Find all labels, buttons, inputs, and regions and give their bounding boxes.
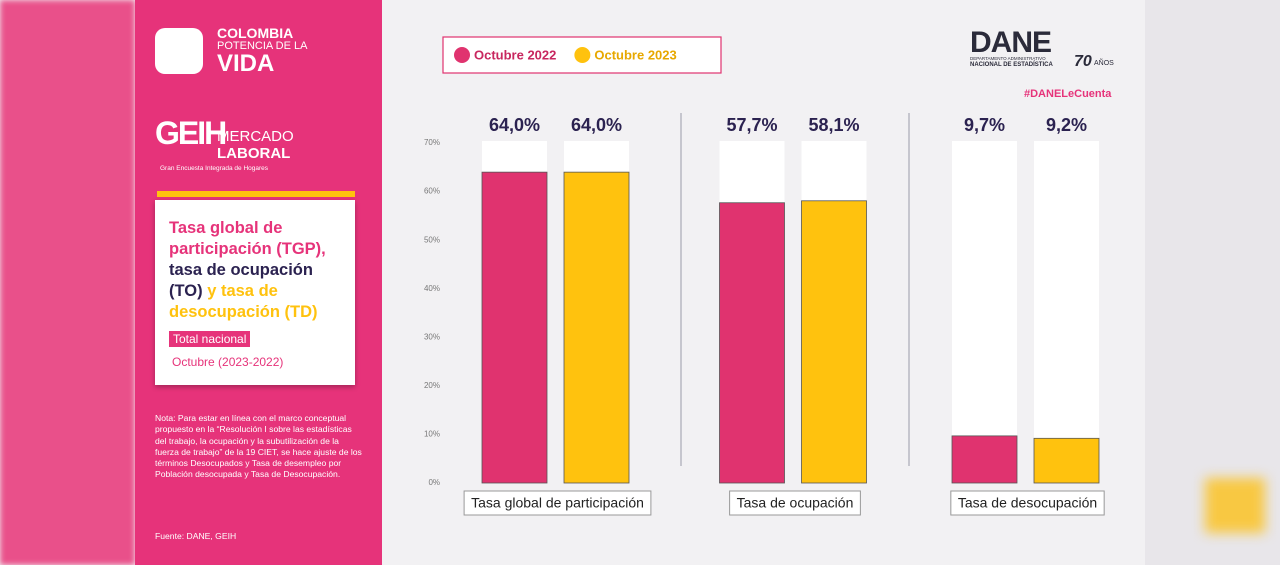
bar (719, 202, 785, 484)
title-part: Tasa global de participación (TGP), (169, 219, 326, 258)
country-line: POTENCIA DE LA (217, 40, 308, 52)
card-accent (157, 191, 355, 197)
y-tick-label: 20% (424, 381, 440, 390)
category-box (463, 490, 652, 516)
dane-logo: DANE (970, 26, 1052, 59)
category-box (950, 490, 1105, 516)
x-tick-label: Tasa global de participación (471, 495, 644, 511)
bar (801, 200, 867, 484)
geih-line: LABORAL (217, 145, 291, 162)
y-tick-label: 70% (424, 138, 440, 147)
y-tick-label: 10% (424, 430, 440, 439)
source: Fuente: DANE, GEIH (155, 531, 237, 541)
bar (951, 435, 1018, 484)
y-tick-label: 50% (424, 235, 440, 244)
geih-logo: GEIH (155, 115, 227, 151)
dane-line: DEPARTAMENTO ADMINISTRATIVO (970, 56, 1046, 61)
card: Tasa global de participación (TGP), tasa… (155, 200, 355, 385)
value-label: 58,1% (808, 115, 859, 135)
bar-track (952, 141, 1017, 483)
country-line: VIDA (217, 50, 275, 77)
x-tick-label: Tasa de desocupación (958, 495, 1097, 511)
y-tick-label: 30% (424, 332, 440, 341)
y-tick-label: 60% (424, 187, 440, 196)
blurred-right (1145, 0, 1280, 565)
y-tick-label: 0% (428, 478, 440, 487)
legend-label: Octubre 2022 (474, 47, 556, 62)
x-tick-label: Tasa de ocupación (737, 495, 854, 511)
value-label: 64,0% (571, 115, 622, 135)
title-part: tasa de ocupación (TO) (169, 261, 313, 300)
hashtag: #DANELeCuenta (1024, 88, 1112, 100)
legend-label: Octubre 2023 (594, 47, 676, 62)
category-box (729, 490, 861, 516)
value-label: 64,0% (489, 115, 540, 135)
bar-track (1034, 141, 1099, 483)
anniversary: 70 (1074, 53, 1092, 70)
period: Octubre (2023-2022) (172, 355, 284, 369)
value-label: 57,7% (726, 115, 777, 135)
y-tick-label: 40% (424, 284, 440, 293)
value-label: 9,7% (964, 115, 1005, 135)
country-logo (155, 28, 203, 74)
dane-line: NACIONAL DE ESTADÍSTICA (970, 62, 1053, 68)
country-line: COLOMBIA (217, 25, 294, 41)
side-panel: COLOMBIA POTENCIA DE LA VIDA GEIH MERCAD… (135, 0, 382, 565)
anniversary-word: AÑOS (1094, 60, 1114, 67)
legend-swatch (454, 47, 470, 63)
geih-line: MERCADO (217, 128, 294, 145)
bar (481, 171, 548, 484)
legend-swatch (574, 47, 591, 63)
bar (563, 171, 630, 484)
note: Nota: Para estar en línea con el marco c… (155, 413, 362, 480)
card-title: Tasa global de participación (TGP), tasa… (169, 218, 349, 323)
blurred-left (0, 0, 135, 565)
scope: Total nacional (169, 331, 251, 347)
geih-sub: Gran Encuesta Integrada de Hogares (160, 165, 269, 172)
bar (1033, 437, 1100, 484)
title-part: y tasa de desocupación (TD) (169, 282, 318, 321)
blur-shape (1205, 478, 1265, 533)
value-label: 9,2% (1046, 115, 1087, 135)
